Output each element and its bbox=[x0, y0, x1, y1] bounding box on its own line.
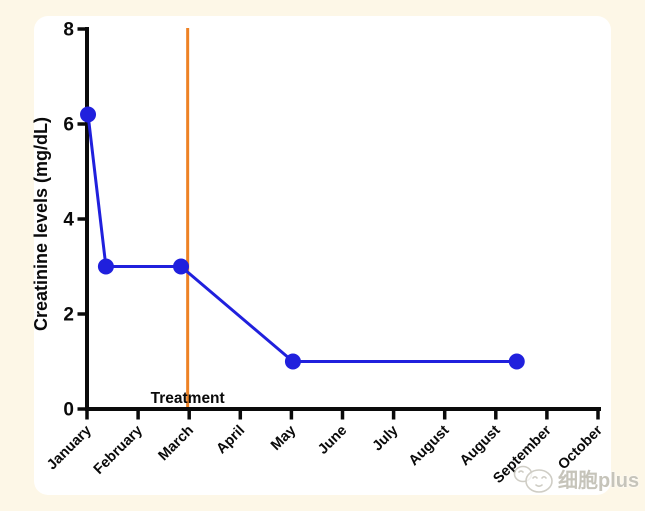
data-point bbox=[97, 258, 114, 275]
watermark-text: 细胞plus bbox=[558, 469, 640, 492]
y-tick-label: 8 bbox=[63, 20, 74, 41]
y-tick-label: 2 bbox=[63, 305, 74, 326]
data-point bbox=[284, 353, 301, 370]
data-point bbox=[80, 106, 97, 123]
watermark: 细胞plus bbox=[513, 459, 639, 497]
cell-face-icon bbox=[513, 465, 553, 493]
y-tick-label: 0 bbox=[63, 400, 74, 421]
data-point bbox=[508, 353, 525, 370]
x-tick-label: May bbox=[268, 423, 299, 454]
series-line bbox=[86, 114, 517, 363]
y-tick-label: 6 bbox=[63, 115, 74, 136]
x-tick-label: January bbox=[44, 423, 95, 474]
x-tick-label: August bbox=[457, 422, 504, 469]
chart-panel bbox=[34, 16, 611, 495]
treatment-label: Treatment bbox=[151, 390, 225, 407]
x-tick-label: August bbox=[406, 422, 453, 469]
x-tick-label: July bbox=[370, 423, 402, 455]
x-tick-label: April bbox=[213, 423, 248, 458]
y-axis-title: Creatinine levels (mg/dL) bbox=[31, 117, 51, 331]
x-tick-label: February bbox=[91, 423, 146, 478]
data-point bbox=[173, 258, 190, 275]
x-tick-label: June bbox=[315, 423, 350, 458]
x-tick-label: March bbox=[156, 423, 198, 465]
y-tick-label: 4 bbox=[63, 210, 74, 231]
